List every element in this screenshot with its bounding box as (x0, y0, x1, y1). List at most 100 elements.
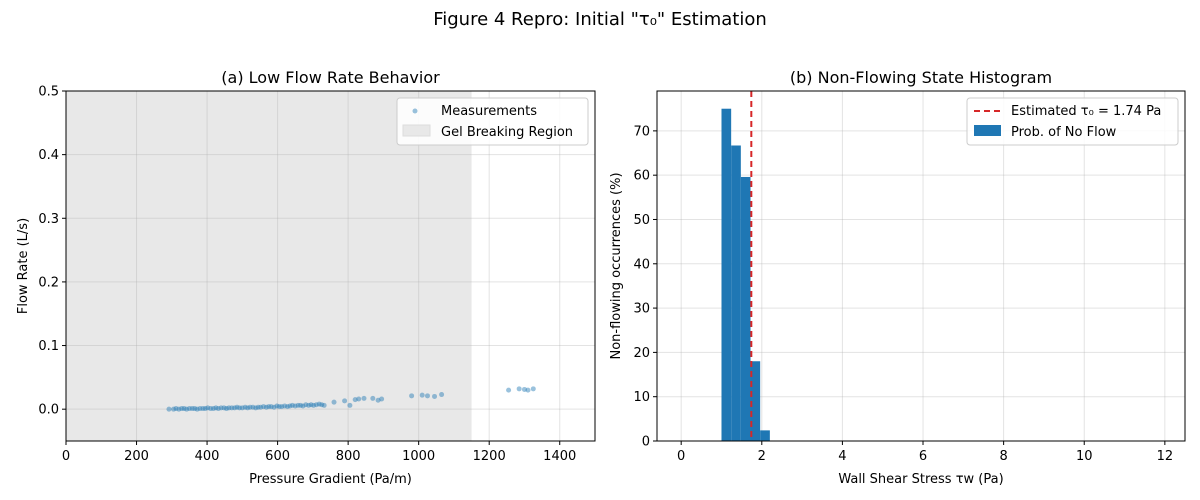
panel-b-x-ticks: 0 2 4 6 8 10 12 (677, 441, 1173, 464)
panel-b-y-tick-label: 40 (633, 257, 650, 272)
measurement-point (298, 402, 304, 408)
measurement-point (316, 401, 322, 407)
measurement-point (192, 406, 198, 412)
measurement-point (419, 392, 425, 398)
prob-no-flow-legend-swatch (974, 125, 1001, 136)
measurement-point (409, 393, 415, 399)
measurement-point (271, 404, 277, 410)
measurement-point (194, 406, 200, 412)
measurement-point (375, 397, 381, 403)
panel-b-x-tick-label: 0 (677, 449, 685, 464)
measurement-point (234, 404, 240, 410)
measurement-point (255, 404, 261, 410)
panel-a-scatter-chart: 0 200 400 600 800 1000 1200 1400 0.00.10.20.30.… (16, 68, 596, 487)
measurement-point (303, 402, 309, 408)
panel-b-legend: Estimated τ₀ = 1.74 Pa Prob. of No Flow (966, 97, 1179, 146)
measurement-point (245, 405, 251, 411)
panel-a-y-tick-label: 0.0 (38, 403, 59, 418)
panel-a-x-tick-label: 600 (265, 449, 290, 464)
gel-breaking-region-legend-label: Gel Breaking Region (441, 125, 573, 140)
panel-b-title: (b) Non-Flowing State Histogram (790, 68, 1052, 87)
measurement-point (306, 402, 312, 408)
measurement-point (213, 405, 219, 411)
panel-b-legend-box (966, 97, 1179, 146)
measurement-point (300, 403, 306, 409)
panel-b-x-tick-label: 4 (838, 449, 846, 464)
panel-a-y-ticks: 0.0 0.1 0.2 0.3 0.4 0.5 (38, 85, 66, 418)
measurement-point (215, 406, 221, 412)
measurement-point (226, 405, 232, 411)
measurement-point (347, 402, 353, 408)
panel-a-legend: Measurements Gel Breaking Region (396, 97, 589, 146)
panel-a-y-tick-label: 0.5 (38, 85, 59, 100)
measurement-point (289, 402, 295, 408)
panel-a-x-tick-label: 200 (124, 449, 149, 464)
measurement-point (229, 405, 235, 411)
measurement-point (208, 406, 214, 412)
panel-b-axes-frame (656, 90, 1186, 442)
measurement-point (279, 404, 285, 410)
measurement-point (166, 406, 172, 412)
panel-b-x-axis-label: Wall Shear Stress τw (Pa) (838, 472, 1003, 487)
estimated-tau0-legend-label: Estimated τ₀ = 1.74 Pa (1011, 104, 1161, 119)
panel-a-x-tick-label: 1200 (473, 449, 506, 464)
measurement-point (379, 396, 385, 402)
measurement-point (223, 406, 229, 412)
histogram-bar (731, 145, 741, 442)
measurement-point (197, 406, 203, 412)
histogram-bar (740, 176, 751, 441)
measurement-point (173, 406, 179, 412)
gel-breaking-region-legend-swatch (402, 124, 431, 137)
figure-title: Figure 4 Repro: Initial "τ₀" Estimation (433, 9, 767, 30)
measurement-point (253, 405, 259, 411)
measurement-point (370, 395, 376, 401)
measurement-point (260, 404, 266, 410)
measurement-point (266, 404, 272, 410)
panel-a-y-tick-label: 0.3 (38, 212, 59, 227)
panel-b-y-tick-label: 0 (642, 435, 650, 450)
measurement-point (239, 405, 245, 411)
panel-b-x-tick-label: 8 (999, 449, 1007, 464)
measurement-point (331, 399, 337, 405)
measurement-point (221, 405, 227, 411)
measurement-point (247, 404, 253, 410)
measurement-point (287, 403, 293, 409)
panel-a-x-ticks: 0 200 400 600 800 1000 1200 1400 (62, 441, 576, 464)
panel-b-y-tick-label: 30 (633, 302, 650, 317)
measurement-point (263, 404, 269, 410)
panel-b-y-tick-label: 50 (633, 213, 650, 228)
panel-b-y-ticks: 0 10 20 30 40 50 60 70 (633, 124, 657, 450)
panel-a-x-tick-label: 800 (336, 449, 361, 464)
measurement-point (176, 406, 182, 412)
measurement-point (181, 406, 187, 412)
panel-a-y-axis-label: Flow Rate (L/s) (16, 218, 31, 314)
measurement-point (179, 406, 185, 412)
panel-a-x-axis-label: Pressure Gradient (Pa/m) (249, 472, 412, 487)
panel-b-x-tick-label: 10 (1076, 449, 1093, 464)
measurement-point (292, 403, 298, 409)
panel-a-legend-box (396, 97, 589, 146)
histogram-bars (721, 108, 770, 442)
measurement-point (308, 402, 314, 408)
measurement-point (321, 402, 327, 408)
measurement-point (189, 406, 195, 412)
panel-b-histogram: 0 2 4 6 8 10 12 0 10 20 30 40 50 60 70 (b) Non-Flowin… (609, 68, 1186, 487)
measurement-point (202, 406, 208, 412)
measurement-point (295, 402, 301, 408)
measurement-point (282, 403, 288, 409)
panel-b-y-axis-label: Non-flowing occurrences (%) (609, 172, 624, 359)
measurement-point (218, 405, 224, 411)
measurement-point (439, 392, 445, 398)
panel-a-x-tick-label: 1400 (543, 449, 576, 464)
panel-b-y-tick-label: 20 (633, 346, 650, 361)
measurement-point (250, 404, 256, 410)
measurement-point (205, 405, 211, 411)
gel-breaking-region-shade (66, 91, 472, 441)
measurement-point (242, 404, 248, 410)
measurement-point (361, 395, 367, 401)
measurement-point (274, 403, 280, 409)
panel-b-y-tick-label: 10 (633, 390, 650, 405)
measurement-point (184, 406, 190, 412)
prob-no-flow-legend-label: Prob. of No Flow (1011, 125, 1117, 140)
